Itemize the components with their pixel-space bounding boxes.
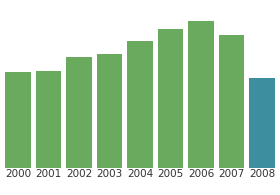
Bar xyxy=(158,29,183,168)
Bar xyxy=(218,35,244,168)
Bar xyxy=(188,21,214,168)
Bar xyxy=(5,72,31,168)
Bar xyxy=(127,41,153,168)
Bar xyxy=(97,54,122,168)
Bar xyxy=(36,71,62,168)
Bar xyxy=(249,78,275,168)
Bar xyxy=(66,57,92,168)
